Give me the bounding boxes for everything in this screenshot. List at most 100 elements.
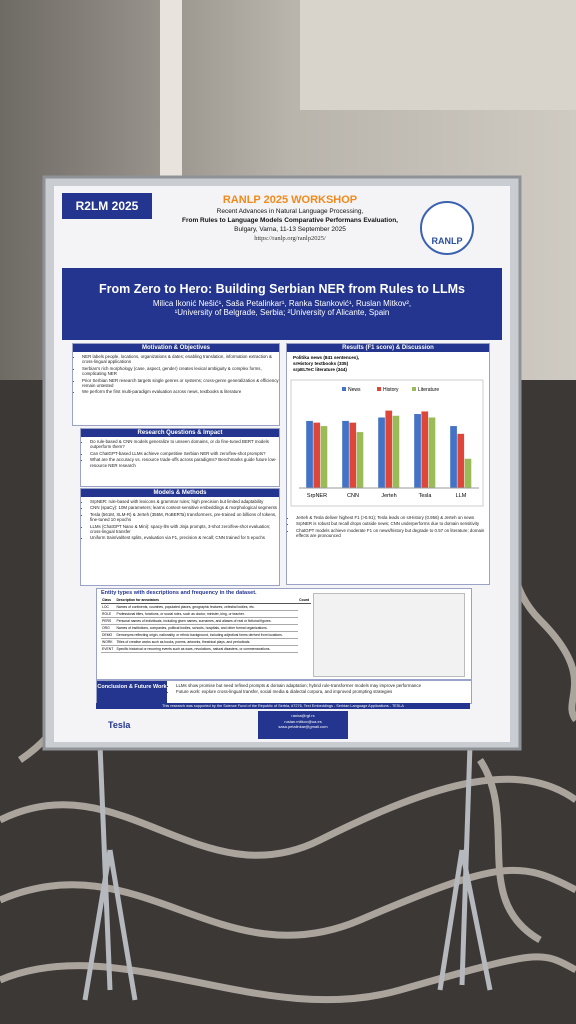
bar [349, 422, 357, 488]
bullets: Do rule-based & CNN models generalize to… [81, 439, 279, 468]
table-cell: Specific historical or recurring events … [115, 645, 299, 653]
table-row: LOC Names of continents, countries, popul… [101, 603, 311, 611]
bullet: Tesla (561M, XLM-R) & Jerteh (355M, RoBE… [90, 512, 279, 523]
emails: ranka@rgf.rs ruslan.mitkov@ua.es sasa.peta… [258, 711, 348, 739]
header: RANLP 2025 WORKSHOP Recent Advances in N… [160, 194, 420, 243]
table-header: Count [298, 597, 311, 604]
ceiling [300, 0, 576, 110]
chart: News History Literature SrpNER CNN Jerteh Tesl… [290, 379, 484, 507]
table-cell: ORG [101, 624, 116, 632]
x-tick-label: Jerteh [381, 493, 396, 499]
bullets: NER labels people, locations, organizati… [73, 354, 279, 395]
bullet: SrpNER is robust but recall drops outsid… [296, 521, 489, 526]
bar [313, 422, 321, 488]
section-heading: Conclusion & Future Work [97, 681, 167, 703]
table-cell: EVENT [101, 645, 116, 653]
table-header: Description for annotators [115, 597, 299, 604]
table-row: Class Description for annotators Count [101, 597, 311, 604]
notes: Jerteh & Tesla deliver highest F1 (>0.91… [287, 515, 489, 539]
section-heading: Models & Methods [81, 489, 279, 497]
table-row: ORG Names of institutions, companies, pol… [101, 624, 311, 632]
table-cell: PERS [101, 617, 116, 625]
bullet: LLMs (ChatGPT Nano & Mini): spacy-llm wi… [90, 524, 279, 535]
table-cell: Names of institutions, companies, politi… [115, 624, 299, 632]
bar [428, 417, 436, 488]
bar [306, 420, 313, 488]
logo: RANLP [431, 236, 463, 246]
email: sasa.petalinkar@gmail.com [278, 724, 328, 729]
section-heading: Motivation & Objectives [73, 344, 279, 352]
bar [320, 426, 328, 488]
pillar-light [160, 0, 182, 220]
bullet: Serbian's rich morphology (case, aspect,… [82, 366, 279, 377]
bullet: Do rule-based & CNN models generalize to… [90, 439, 279, 450]
bar [378, 417, 385, 488]
conclusion: Conclusion & Future Work LLMs show promi… [96, 680, 472, 704]
bullet: Prior Serbian NER research targets singl… [82, 378, 279, 389]
table-row: DEMO Demonyms reflecting origin, national… [101, 631, 311, 639]
brand: Tesla [108, 720, 131, 730]
results: Results (F1 score) & Discussion Politika… [286, 343, 490, 585]
table-header: Class [101, 597, 116, 604]
header-line: Recent Advances in Natural Language Proc… [216, 208, 364, 215]
email: ranka@rgf.rs [291, 713, 315, 718]
bullet: Can ChatGPT-based LLMs achieve competiti… [90, 451, 279, 456]
stand [82, 744, 493, 1001]
x-tick-label: LLM [456, 493, 467, 499]
bar [392, 415, 400, 488]
legend-label: Literature [418, 387, 439, 393]
title-block: From Zero to Hero: Building Serbian NER … [62, 282, 502, 317]
bullet: Uniform train/val/test splits, evaluatio… [90, 535, 279, 540]
bar [385, 410, 393, 488]
table-cell: Demonyms reflecting origin, nationality,… [115, 631, 299, 639]
x-tick-label: Tesla [419, 493, 433, 499]
section: Research Questions & Impact Do rule-based… [80, 428, 280, 487]
table-row: ROLE Professional titles, functions, or s… [101, 610, 311, 618]
table-cell: ROLE [101, 610, 116, 618]
table-cell: DEMO [101, 631, 116, 639]
bar [342, 420, 349, 488]
corpora: Politika news (841 sentences), srHistory … [287, 352, 489, 376]
email: ruslan.mitkov@ua.es [284, 718, 322, 724]
title: From Zero to Hero: Building Serbian NER … [99, 282, 465, 296]
section-heading: Research Questions & Impact [81, 429, 279, 437]
table-section: Entity types with descriptions and frequ… [96, 588, 472, 680]
bullet: ChatGPT models achieve moderate F1 on ne… [296, 528, 489, 539]
legend-swatch [412, 387, 416, 391]
header-line: From Rules to Language Models Comparativ… [182, 217, 398, 224]
title-bar [62, 268, 502, 340]
legend-swatch [377, 387, 381, 391]
bar [421, 411, 429, 488]
bullet: LLMs show promise but need refined promp… [176, 683, 471, 688]
bullet: CNN (spaCy): 10M parameters; learns cont… [90, 505, 279, 510]
bar [457, 433, 465, 488]
table-cell: Titles of creative works such as books, … [115, 638, 299, 646]
code-box [313, 593, 465, 677]
bullet: Jerteh & Tesla deliver highest F1 (>0.91… [296, 515, 489, 520]
x-tick-label: SrpNER [307, 493, 327, 499]
bar [464, 458, 472, 488]
table-cell: Names of continents, countries, populate… [115, 603, 299, 611]
bullet: NER labels people, locations, organizati… [82, 354, 279, 365]
table-row: PERS Personal names of individuals, inclu… [101, 617, 311, 625]
bullet: We perform the first multi-paradigm eval… [82, 389, 279, 394]
legend-label: History [383, 387, 399, 393]
legend-swatch [342, 387, 346, 391]
table-heading: Entity types with descriptions and frequ… [101, 590, 257, 596]
table-cell: WORK [101, 638, 116, 646]
bullet: Future work: explore cross-lingual trans… [176, 689, 471, 694]
bullets: LLMs show promise but need refined promp… [167, 683, 471, 703]
x-tick-label: CNN [347, 493, 359, 499]
table-cell: Professional titles, functions, or socia… [115, 610, 299, 618]
url: https://ranlp.org/ranlp2025/ [254, 235, 326, 242]
corpus: Politika news (841 sentences), [293, 355, 360, 360]
table-cell: Personal names of individuals, including… [115, 617, 299, 625]
workshop: RANLP 2025 WORKSHOP [222, 194, 358, 206]
table: Class Description for annotators Count LOC N… [101, 597, 311, 653]
bullets: SrpNER: rule-based with lexicons & gramm… [81, 499, 279, 541]
bar [414, 414, 421, 488]
header-line: Bulgary, Varna, 11-13 September 2025 [234, 226, 346, 233]
funding: This research was supported by the Scien… [96, 703, 470, 709]
bar [450, 426, 457, 488]
